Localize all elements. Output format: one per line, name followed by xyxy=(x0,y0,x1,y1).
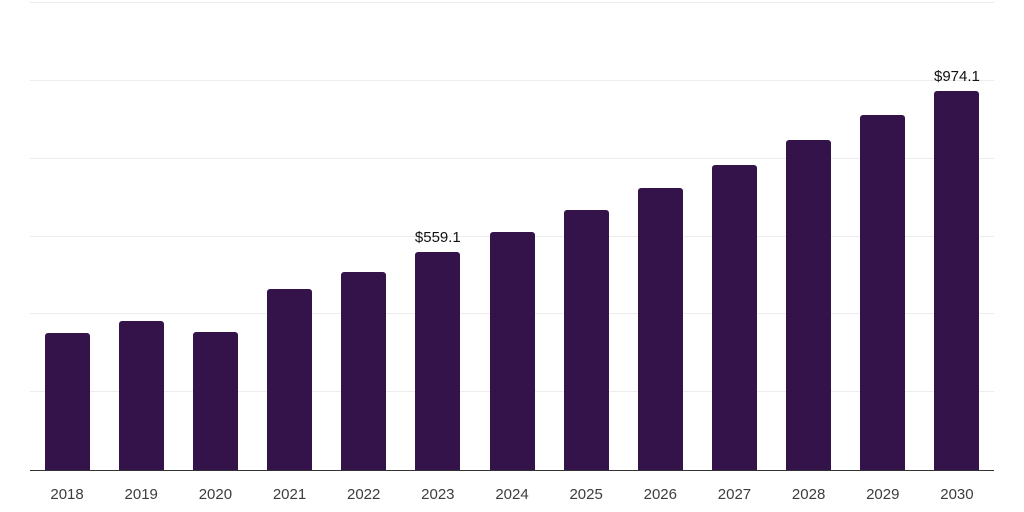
x-tick-label-2022: 2022 xyxy=(347,486,381,503)
bar-2029 xyxy=(860,115,906,470)
x-axis-line xyxy=(30,469,994,471)
x-tick-label-2024: 2024 xyxy=(495,486,529,503)
x-tick-label-2021: 2021 xyxy=(272,486,307,503)
bar-2022 xyxy=(341,271,387,470)
bar-2023 xyxy=(415,252,461,470)
x-tick-label-2025: 2025 xyxy=(569,486,603,503)
x-tick-label-2026: 2026 xyxy=(643,486,677,503)
x-tick-label-2029: 2029 xyxy=(866,486,900,503)
bar-2030 xyxy=(934,90,980,470)
bar-2026 xyxy=(637,188,683,470)
gridline-800 xyxy=(30,157,994,159)
gridline-1200 xyxy=(30,2,994,3)
x-tick-label-2020: 2020 xyxy=(198,486,233,503)
bar-2024 xyxy=(489,232,535,470)
x-tick-label-2023: 2023 xyxy=(421,486,455,503)
x-tick-label-2027: 2027 xyxy=(717,486,752,503)
x-tick-label-2028: 2028 xyxy=(791,486,826,503)
bar-2025 xyxy=(563,210,609,470)
x-tick-label-2019: 2019 xyxy=(124,486,158,503)
bar-2020 xyxy=(192,332,238,470)
value-label-2023: $559.1 xyxy=(414,229,461,247)
plot-area: $559.1 $974.1 xyxy=(30,2,994,471)
bar-2019 xyxy=(118,320,164,470)
x-tick-label-2018: 2018 xyxy=(50,486,84,503)
bar-2027 xyxy=(711,164,757,470)
bar-2021 xyxy=(267,289,313,470)
bar-2028 xyxy=(786,139,832,470)
gridline-1000 xyxy=(30,79,994,81)
bar-2018 xyxy=(44,333,90,470)
x-tick-label-2030: 2030 xyxy=(940,486,974,503)
value-label-2030: $974.1 xyxy=(933,67,980,85)
